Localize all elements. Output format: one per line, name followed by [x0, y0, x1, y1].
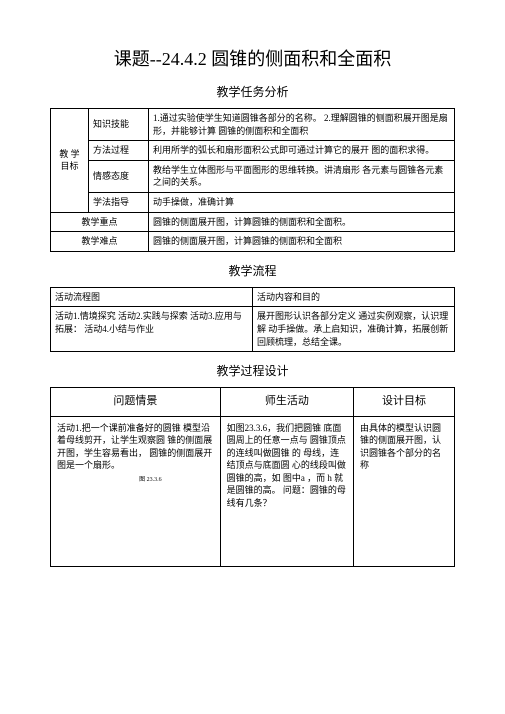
cell-method: 方法过程	[89, 141, 149, 161]
cell-guide-content: 动手操做，准确计算	[149, 192, 455, 212]
cell-emotion-content: 教给学生立体图形与平面图形的思维转换。讲清扇形 各元素与圆锥各元素之间的关系。	[149, 160, 455, 192]
section-title-3: 教学过程设计	[50, 362, 455, 379]
cell-teach-goal: 教 学 目标	[51, 109, 89, 213]
cell-process-r1c2: 如图23.3.6，我们把圆锥 底面圆周上的任意一点与 圆锥顶点的连线叫做圆锥 的…	[220, 416, 353, 566]
task-analysis-table: 教 学 目标 知识技能 1.通过实验使学生知道圆锥各部分的名称。 2.理解圆锥的…	[50, 108, 455, 252]
cell-key-content: 圆锥的侧面展开图，计算圆锥的侧面积和全面积。	[149, 212, 455, 232]
cell-difficulty-content: 圆锥的侧面展开图，计算圆锥的侧面积和全面积	[149, 232, 455, 252]
cell-key-point: 教学重点	[51, 212, 149, 232]
cell-process-r1c3: 由具体的模型认识圆锥的侧面展开图，认识圆锥各个部分的名称	[353, 416, 454, 566]
cell-flow-header2: 活动内容和目的	[253, 287, 455, 307]
cell-knowledge-content: 1.通过实验使学生知道圆锥各部分的名称。 2.理解圆锥的侧面积展开图是扇形，并能…	[149, 109, 455, 141]
cell-flow-content1: 活动1.情境探究 活动2.实践与探索 活动3.应用与拓展： 活动4.小结与作业	[51, 307, 253, 352]
process-text-1: 活动1.把一个课前准备好的圆锥 模型沿着母线剪开，让学生观察圆 锥的侧面展开图，…	[57, 423, 212, 471]
cell-method-content: 利用所学的弧长和扇形面积公式即可通过计算它的展开 图的面积求得。	[149, 141, 455, 161]
cell-flow-header1: 活动流程图	[51, 287, 253, 307]
section-title-2: 教学流程	[50, 262, 455, 279]
process-design-table: 问题情景 师生活动 设计目标 活动1.把一个课前准备好的圆锥 模型沿着母线剪开，…	[50, 387, 455, 566]
cell-process-h1: 问题情景	[51, 388, 221, 416]
figure-caption: 图 23.3.6	[87, 476, 214, 484]
page-title: 课题--24.4.2 圆锥的侧面积和全面积	[50, 45, 455, 71]
cell-process-r1c1: 活动1.把一个课前准备好的圆锥 模型沿着母线剪开，让学生观察圆 锥的侧面展开图，…	[51, 416, 221, 566]
cell-guide: 学法指导	[89, 192, 149, 212]
cell-emotion: 情感态度	[89, 160, 149, 192]
cell-process-h3: 设计目标	[353, 388, 454, 416]
cell-process-h2: 师生活动	[220, 388, 353, 416]
cell-knowledge-skill: 知识技能	[89, 109, 149, 141]
section-title-1: 教学任务分析	[50, 83, 455, 100]
cell-difficulty: 教学难点	[51, 232, 149, 252]
cell-flow-content2: 展开图形认识各部分定义 通过实例观察，认识理解 动手操做。承上启知识，准确计算，…	[253, 307, 455, 352]
flow-table: 活动流程图 活动内容和目的 活动1.情境探究 活动2.实践与探索 活动3.应用与…	[50, 287, 455, 352]
